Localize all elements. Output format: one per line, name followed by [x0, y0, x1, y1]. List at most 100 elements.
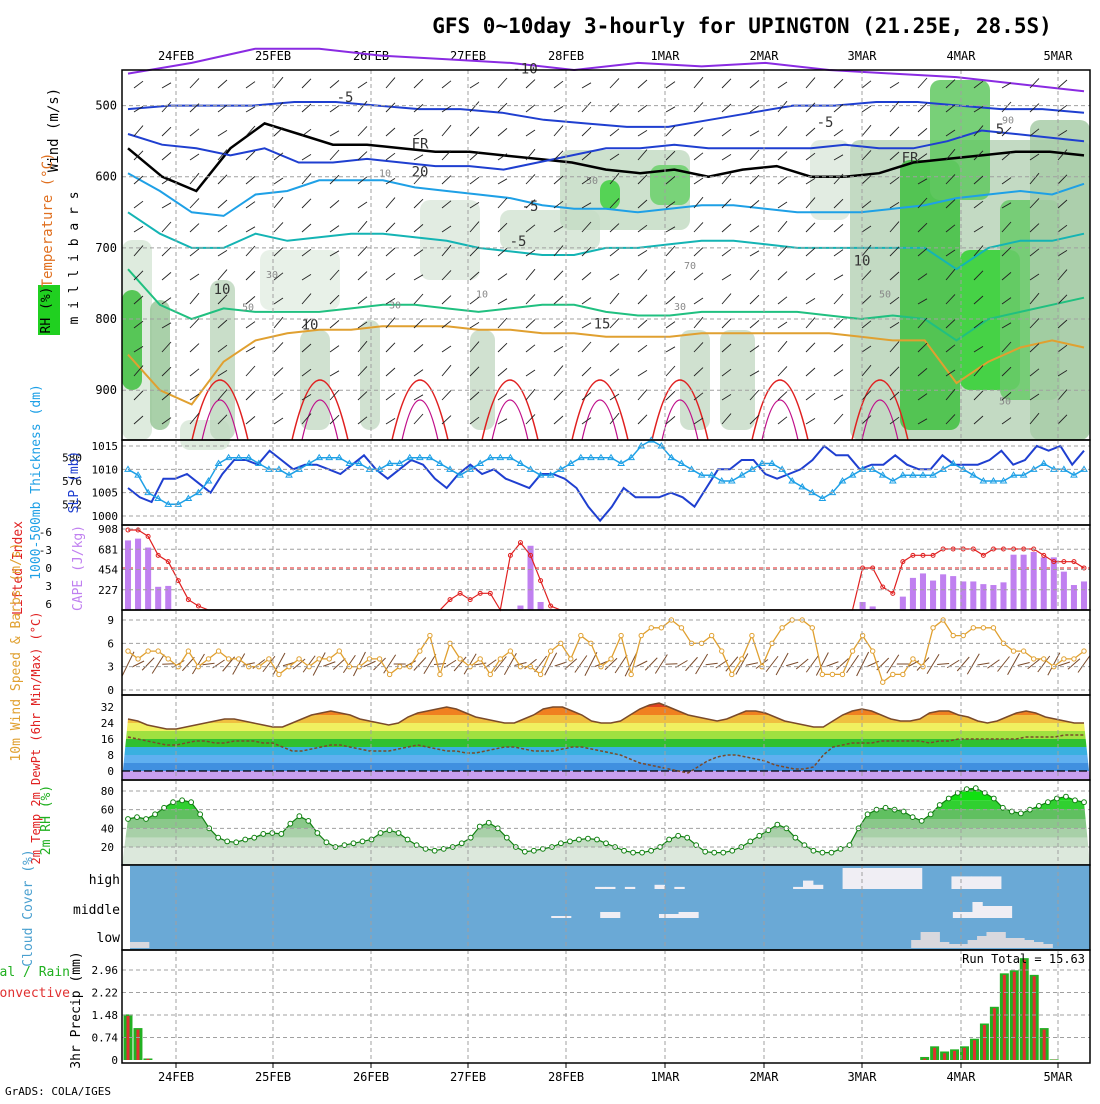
wind10-point-68 [810, 626, 814, 630]
upper-wind-barb-22 [162, 247, 171, 256]
wind10-point-62 [750, 633, 754, 637]
upper-wind-barb-406 [890, 102, 899, 112]
cape-tick-681: 681 [98, 543, 118, 556]
upper-wind-barb-270 [638, 80, 647, 88]
rh-point-55 [622, 848, 627, 853]
upper-wind-barb-64 [246, 176, 255, 184]
wind10-point-20 [327, 657, 331, 661]
rh-shade-19 [930, 80, 990, 200]
upper-wind-barb-93 [302, 154, 311, 160]
upper-wind-barb-89 [274, 418, 283, 424]
rh-label-6: 70 [684, 261, 696, 272]
upper-wind-barb-242 [582, 127, 591, 136]
date-label-top-3MAR: 3MAR [848, 49, 878, 63]
upper-wind-barb-271 [638, 105, 647, 112]
upper-wind-barb-80 [274, 197, 283, 208]
upper-wind-barb-371 [806, 343, 815, 352]
wind10-point-49 [619, 633, 623, 637]
upper-wind-barb-255 [610, 78, 619, 88]
wind10-point-74 [870, 649, 874, 653]
cape-tick-227: 227 [98, 584, 118, 597]
precip-frame [122, 950, 1090, 1063]
upper-wind-barb-391 [862, 106, 871, 112]
cloud-high-74 [862, 868, 872, 889]
wind10-point-38 [508, 649, 512, 653]
upper-wind-barb-235 [554, 321, 563, 328]
cape-bar-92 [1051, 557, 1057, 610]
wind10-barb-89 [1018, 663, 1030, 666]
date-label-bottom-4MAR: 4MAR [947, 1070, 977, 1084]
wind10-point-72 [850, 649, 854, 653]
upper-wind-barb-279 [638, 295, 647, 304]
upper-wind-barb-349 [778, 177, 787, 184]
rh-point-38 [468, 835, 473, 840]
rh2m-tick-80: 80 [101, 785, 114, 798]
wind10-point-41 [538, 672, 542, 676]
rh-point-105 [1073, 798, 1078, 803]
rh-point-90 [937, 803, 942, 808]
wind10-point-80 [931, 626, 935, 630]
upper-wind-barb-385 [834, 319, 843, 328]
cloud-low-97 [1043, 944, 1053, 948]
rh-shade-12 [600, 180, 620, 210]
wind10-point-6 [186, 649, 190, 653]
upper-wind-barb-333 [750, 150, 759, 160]
upper-wind-barb-163 [414, 395, 423, 400]
upper-wind-barb-372 [806, 368, 815, 376]
cloud-middle-87 [982, 906, 992, 918]
upper-wind-barb-90 [302, 79, 311, 88]
upper-wind-barb-79 [274, 178, 283, 184]
wind10-ylabel: 10m Wind Speed & Barbs (m/s) [9, 542, 24, 761]
cloud-low-89 [968, 940, 978, 948]
wind10-point-44 [569, 657, 573, 661]
upper-wind-barb-180 [470, 82, 479, 88]
wind10-barb-83 [957, 657, 969, 671]
wind10-point-71 [840, 672, 844, 676]
cloud-low-86 [939, 942, 949, 948]
cloud-high-48 [605, 887, 615, 889]
wind10-barb-20 [323, 662, 335, 667]
upper-wind-barb-225 [554, 81, 563, 88]
rh-point-8 [198, 812, 203, 817]
upper-wind-barb-121 [358, 101, 367, 112]
upper-wind-barb-143 [386, 273, 395, 280]
upper-wind-barb-106 [330, 106, 339, 112]
upper-wind-barb-366 [806, 223, 815, 232]
rh-point-89 [928, 812, 933, 817]
rh-point-1 [135, 815, 140, 820]
rh-point-82 [865, 812, 870, 817]
upper-wind-barb-87 [274, 368, 283, 376]
upper-wind-barb-158 [414, 275, 423, 280]
contour-label-5: -5 [522, 199, 539, 215]
upper-wind-barb-321 [722, 224, 731, 232]
upper-wind-barb-72 [246, 366, 255, 376]
rh-label-5: 50 [586, 176, 598, 187]
wind10-point-73 [860, 633, 864, 637]
wind10-barb-54 [665, 664, 677, 665]
upper-wind-barb-421 [918, 103, 927, 112]
li-tick-0: -6 [39, 526, 52, 539]
cloud-low-88 [958, 944, 968, 948]
rh-bands [122, 782, 1090, 866]
upper-wind-barb-116 [330, 346, 339, 352]
temp-tick-24: 24 [101, 717, 115, 730]
rh-shade-22 [1030, 120, 1090, 440]
upper-wind-barb-65 [246, 202, 255, 208]
date-label-top-1MAR: 1MAR [651, 49, 681, 63]
rh-point-65 [712, 850, 717, 855]
cape-bar-89 [1021, 555, 1027, 610]
rh-label-7: 30 [674, 302, 686, 313]
rh-shade-6 [300, 330, 330, 430]
cloud-middle-57 [688, 912, 698, 918]
temp-band-0 [122, 771, 1090, 779]
upper-wind-barb-223 [526, 389, 535, 400]
upper-wind-barb-148 [386, 393, 395, 400]
cloud-high-69 [813, 885, 823, 889]
cloud-tick-low: low [97, 931, 121, 946]
wind10-barb-45 [575, 656, 587, 673]
cloud-tick-middle: middle [73, 903, 120, 918]
wind10-barb-51 [635, 661, 647, 667]
wind10-point-48 [609, 657, 613, 661]
pressure-tick-900: 900 [95, 383, 117, 397]
